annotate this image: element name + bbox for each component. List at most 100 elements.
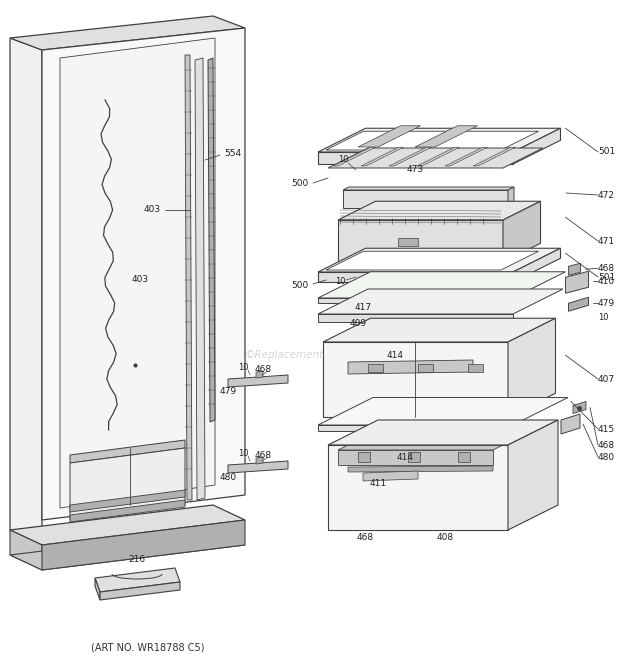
Text: 479: 479 (598, 299, 615, 308)
Polygon shape (70, 490, 185, 512)
Text: 10: 10 (237, 362, 248, 371)
Polygon shape (70, 500, 185, 522)
Polygon shape (326, 251, 539, 270)
Text: 10: 10 (338, 155, 348, 165)
Polygon shape (70, 448, 185, 520)
Polygon shape (333, 147, 376, 166)
Text: 500: 500 (291, 178, 309, 188)
Polygon shape (513, 249, 560, 282)
Text: 468: 468 (356, 533, 374, 543)
Polygon shape (195, 58, 205, 500)
Polygon shape (358, 126, 420, 147)
Polygon shape (228, 375, 288, 387)
Text: 500: 500 (291, 282, 309, 290)
Text: 501: 501 (598, 147, 615, 157)
Polygon shape (318, 272, 513, 282)
Polygon shape (95, 578, 100, 600)
Polygon shape (318, 128, 560, 152)
Polygon shape (408, 452, 420, 462)
Polygon shape (358, 452, 370, 462)
Polygon shape (10, 16, 245, 50)
Polygon shape (323, 342, 508, 417)
Text: 408: 408 (436, 533, 454, 543)
Text: 403: 403 (143, 206, 161, 215)
Polygon shape (569, 297, 588, 311)
Text: ©ReplacementParts.com: ©ReplacementParts.com (244, 350, 376, 360)
Polygon shape (228, 461, 288, 473)
Polygon shape (42, 28, 245, 520)
Polygon shape (60, 38, 215, 508)
Text: 403: 403 (131, 276, 149, 284)
Polygon shape (10, 505, 245, 545)
Text: 468: 468 (254, 364, 272, 373)
Text: 411: 411 (370, 479, 386, 488)
Polygon shape (445, 147, 487, 166)
Polygon shape (458, 452, 470, 462)
Polygon shape (389, 147, 432, 166)
Text: 417: 417 (355, 303, 371, 313)
Polygon shape (323, 318, 556, 342)
Polygon shape (418, 364, 433, 372)
Polygon shape (328, 420, 558, 445)
Text: 216: 216 (128, 555, 146, 564)
Polygon shape (318, 314, 513, 322)
Polygon shape (569, 263, 580, 275)
Polygon shape (256, 371, 263, 378)
Polygon shape (343, 187, 514, 190)
Polygon shape (338, 220, 503, 262)
Polygon shape (318, 425, 513, 431)
Polygon shape (508, 420, 558, 530)
Polygon shape (348, 360, 473, 374)
Polygon shape (70, 440, 185, 463)
Polygon shape (318, 272, 565, 298)
Polygon shape (417, 147, 459, 166)
Text: 410: 410 (598, 277, 615, 286)
Polygon shape (256, 457, 263, 464)
Text: 415: 415 (598, 424, 615, 434)
Text: 468: 468 (254, 451, 272, 459)
Text: 554: 554 (224, 149, 242, 157)
Polygon shape (326, 132, 539, 150)
Polygon shape (503, 201, 541, 262)
Polygon shape (10, 530, 245, 570)
Polygon shape (10, 530, 42, 570)
Polygon shape (513, 128, 560, 164)
Polygon shape (573, 401, 586, 414)
Text: 414: 414 (386, 352, 404, 360)
Polygon shape (328, 148, 543, 168)
Text: 407: 407 (598, 375, 615, 383)
Text: 409: 409 (350, 319, 366, 329)
Polygon shape (343, 190, 508, 208)
Polygon shape (508, 187, 514, 208)
Text: 501: 501 (598, 272, 615, 282)
Text: 468: 468 (598, 264, 615, 273)
Polygon shape (398, 238, 418, 246)
Text: 10: 10 (598, 313, 608, 322)
Polygon shape (565, 271, 588, 293)
Text: 472: 472 (598, 190, 615, 200)
Polygon shape (338, 450, 493, 465)
Text: 480: 480 (598, 453, 615, 461)
Polygon shape (328, 445, 508, 530)
Text: 468: 468 (598, 440, 615, 449)
Polygon shape (318, 397, 568, 425)
Text: 473: 473 (407, 165, 423, 175)
Text: 479: 479 (219, 387, 237, 395)
Polygon shape (348, 466, 493, 472)
Polygon shape (208, 58, 215, 422)
Polygon shape (363, 471, 418, 481)
Polygon shape (318, 249, 560, 272)
Polygon shape (338, 446, 502, 450)
Polygon shape (318, 298, 513, 303)
Text: 10: 10 (335, 278, 345, 286)
Polygon shape (473, 147, 515, 166)
Polygon shape (318, 289, 563, 314)
Polygon shape (368, 364, 383, 372)
Polygon shape (42, 520, 245, 570)
Polygon shape (508, 318, 556, 417)
Polygon shape (95, 568, 180, 592)
Polygon shape (100, 582, 180, 600)
Text: 471: 471 (598, 237, 615, 245)
Polygon shape (561, 414, 580, 434)
Text: 480: 480 (219, 473, 237, 481)
